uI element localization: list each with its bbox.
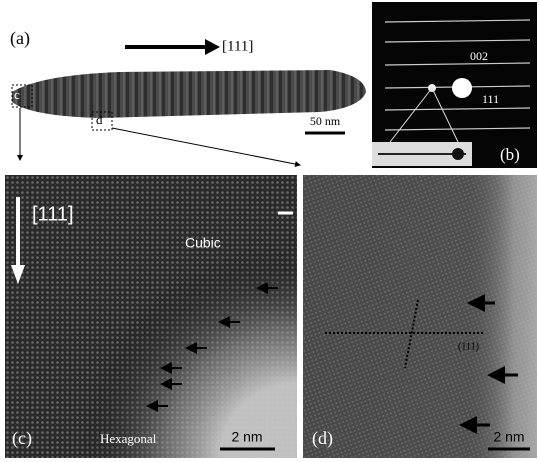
direction-label: [111]: [32, 203, 74, 225]
phase-label: Cubic: [185, 235, 221, 251]
scale-label: 2 nm: [231, 429, 262, 445]
spot-label: 111: [482, 92, 499, 106]
panel-a: (a) [111] c d 50 nm: [10, 28, 366, 165]
figure: (a) [111] c d 50 nm 002 111 (b): [0, 0, 539, 462]
panel-c: [111] Cubic (c) Hexagonal 2 nm: [5, 175, 297, 458]
panel-b: 002 111 (b): [372, 2, 537, 168]
inset-spot: [452, 148, 464, 160]
surface-region: [303, 175, 537, 458]
panel-d: (111) (d) 2 nm: [303, 175, 537, 458]
direction-label: [111]: [222, 38, 253, 54]
nanowire: [12, 70, 366, 118]
spot-label: 002: [470, 49, 488, 63]
scale-label: 2 nm: [493, 429, 524, 445]
central-spot: [452, 78, 472, 98]
panel-label: (c): [12, 428, 32, 449]
scale-label: 50 nm: [310, 114, 341, 128]
plane-label: (111): [458, 341, 479, 352]
phase-label: Hexagonal: [100, 431, 157, 446]
panel-label: (d): [312, 428, 333, 449]
box-label: c: [14, 87, 20, 102]
panel-label: (a): [10, 28, 30, 49]
arrow-head: [205, 39, 220, 55]
pointer-d: [112, 128, 300, 165]
panel-label: (b): [500, 145, 520, 164]
box-label: d: [96, 112, 103, 127]
